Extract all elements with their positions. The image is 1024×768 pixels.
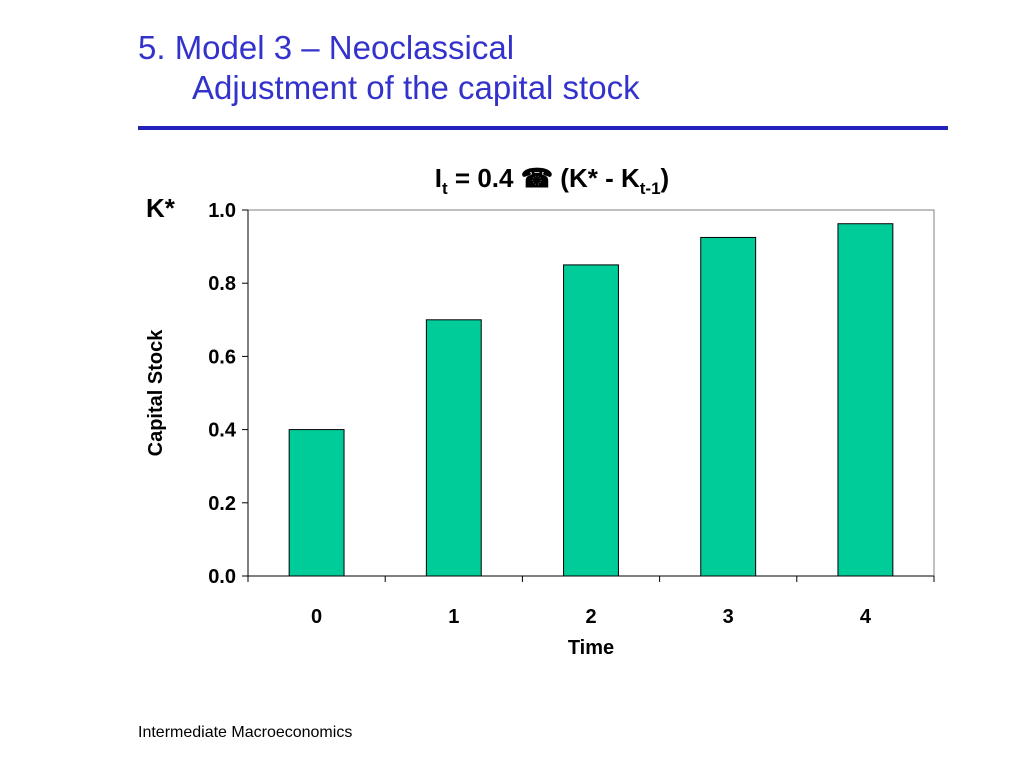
y-tick-label: 0.2 — [208, 493, 236, 515]
y-tick-label: 0.6 — [208, 346, 236, 368]
bar-3 — [700, 236, 757, 577]
slide-title-line1: 5. Model 3 – Neoclassical — [138, 29, 515, 66]
x-tick-label: 0 — [311, 606, 322, 628]
bar-2 — [563, 264, 619, 577]
x-tick-label: 2 — [585, 606, 596, 628]
x-tick-label: 3 — [723, 606, 734, 628]
y-tick-label: 0.8 — [208, 273, 236, 295]
x-tick-label: 1 — [448, 606, 459, 628]
chart-title-prefix: I — [435, 163, 442, 193]
chart-title-prefix-sub: t — [442, 179, 448, 198]
y-axis-label: Capital Stock — [145, 329, 167, 457]
x-tick-label: 4 — [860, 606, 872, 628]
slide-title: 5. Model 3 – Neoclassical Adjustment of … — [138, 28, 640, 108]
x-axis-label: Time — [568, 637, 614, 659]
axis-layer: 0.0 0.2 0.4 0.6 0.8 1.0 0 1 2 3 4 — [208, 200, 935, 628]
title-divider — [138, 126, 948, 130]
kstar-label: K* — [146, 193, 176, 223]
chart-title-after-sub: t-1 — [640, 179, 661, 198]
y-tick-label: 0.4 — [208, 420, 237, 442]
chart-title-middle: = 0.4 — [448, 163, 521, 193]
footer-text: Intermediate Macroeconomics — [138, 724, 353, 741]
chart-title: It = 0.4 ☎ (K* - Kt-1) — [435, 163, 669, 198]
bar-0 — [288, 429, 345, 577]
y-tick-label: 0.0 — [208, 566, 236, 588]
y-tick-label: 1.0 — [208, 200, 236, 222]
telephone-icon: ☎ — [521, 163, 553, 193]
bar-4 — [837, 223, 894, 577]
chart-title-after-icon: (K* - K — [553, 163, 640, 193]
slide-title-line2: Adjustment of the capital stock — [192, 69, 640, 106]
chart-title-suffix: ) — [661, 163, 670, 193]
bars-layer — [288, 223, 894, 577]
bar-1 — [425, 319, 482, 577]
